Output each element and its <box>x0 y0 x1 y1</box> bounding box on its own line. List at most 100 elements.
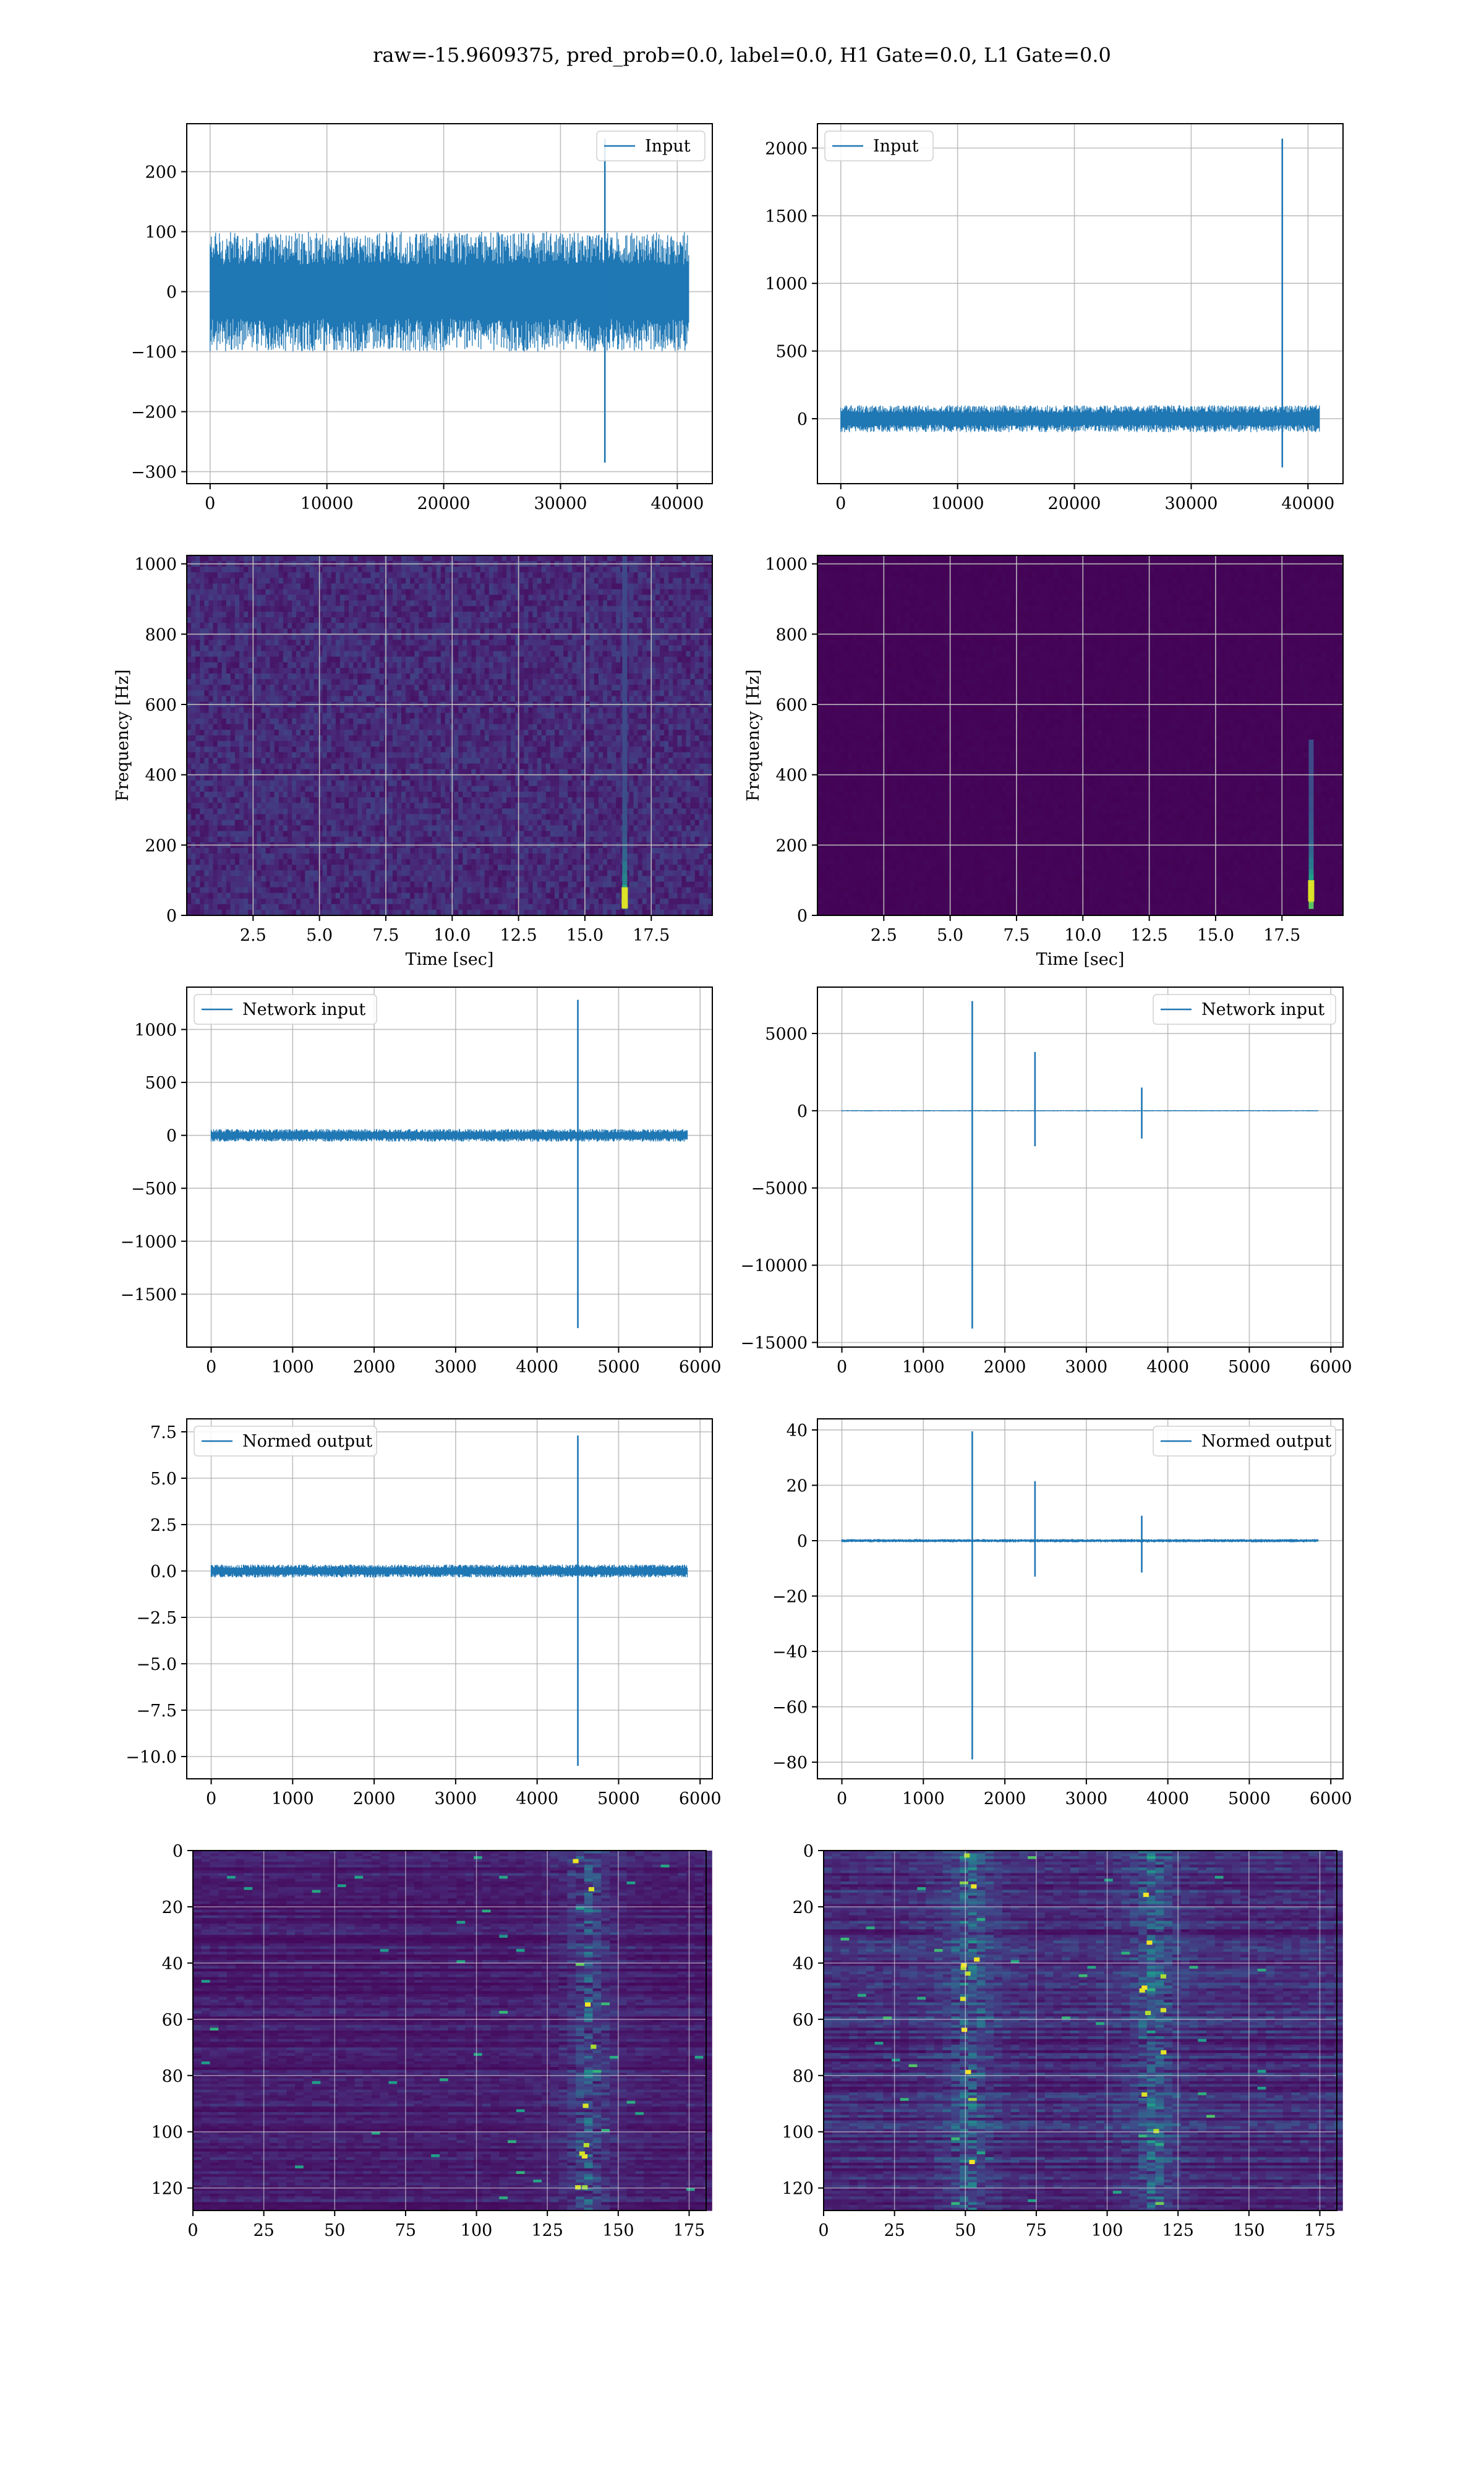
heatmap-cell <box>296 628 301 635</box>
heatmap-cell <box>576 769 582 776</box>
heatmap-cell <box>458 713 463 719</box>
y-tick-label: 1000 <box>765 275 808 294</box>
heatmap-cell <box>318 758 323 764</box>
heatmap-cell <box>607 758 612 764</box>
heatmap-cell <box>191 567 196 573</box>
heatmap-cell <box>633 685 639 691</box>
heatmap-cell <box>283 634 288 640</box>
heatmap-cell <box>598 651 603 657</box>
heatmap-cell <box>581 679 586 685</box>
heatmap-cell <box>646 758 652 764</box>
heatmap-cell <box>668 567 673 573</box>
heatmap-cell <box>488 696 494 703</box>
heatmap-cell <box>406 634 411 640</box>
heatmap-cell <box>370 673 376 680</box>
heatmap-cell <box>357 690 362 696</box>
heatmap-cell <box>270 690 275 696</box>
heatmap-cell <box>278 735 284 742</box>
heatmap-cell <box>221 662 227 669</box>
heatmap-cell <box>480 645 485 652</box>
heatmap-cell <box>550 645 555 652</box>
heatmap-cell <box>221 718 227 725</box>
heatmap-cell <box>707 640 713 646</box>
heatmap-cell <box>221 628 227 635</box>
heatmap-cell <box>493 634 498 640</box>
heatmap-cell <box>681 634 687 640</box>
heatmap-cell <box>607 763 612 770</box>
heatmap-cell <box>537 718 542 725</box>
heatmap-cell <box>537 651 542 657</box>
heatmap-cell <box>650 617 656 623</box>
heatmap-cell <box>502 707 507 714</box>
heatmap-cell <box>432 662 437 669</box>
heatmap-cell <box>502 623 507 629</box>
heatmap-cell <box>545 583 551 590</box>
heatmap-cell <box>537 617 542 623</box>
heatmap-cell <box>642 555 647 562</box>
heatmap-cell <box>331 679 336 685</box>
heatmap-cell <box>436 583 441 590</box>
heatmap-cell <box>690 651 696 657</box>
x-tick-label: 10000 <box>931 494 984 513</box>
heatmap-cell <box>339 606 345 612</box>
heatmap-cell <box>274 589 279 596</box>
heatmap-cell <box>528 690 534 696</box>
heatmap-cell <box>406 583 411 590</box>
heatmap-cell <box>581 617 586 623</box>
heatmap-cell <box>646 645 652 652</box>
heatmap-cell <box>344 713 349 719</box>
heatmap-cell <box>353 640 358 646</box>
heatmap-cell <box>629 696 634 703</box>
heatmap-cell <box>607 656 612 663</box>
heatmap-cell <box>440 752 446 758</box>
heatmap-cell <box>467 594 472 601</box>
heatmap-cell <box>545 600 551 607</box>
heatmap-cell <box>690 600 696 607</box>
heatmap-cell <box>502 769 507 776</box>
heatmap-cell <box>230 707 236 714</box>
heatmap-cell <box>602 718 608 725</box>
heatmap-cell <box>440 555 446 562</box>
heatmap-cell <box>445 656 450 663</box>
heatmap-cell <box>537 572 542 578</box>
heatmap-cell <box>607 600 612 607</box>
heatmap-cell <box>301 718 305 725</box>
heatmap-cell <box>440 729 446 736</box>
heatmap-cell <box>278 651 284 657</box>
heatmap-cell <box>406 774 411 781</box>
heatmap-cell <box>410 589 415 596</box>
heatmap-cell <box>397 741 402 747</box>
heatmap-cell <box>445 724 450 730</box>
heatmap-cell <box>200 606 205 612</box>
heatmap-cell <box>581 578 586 584</box>
heatmap-cell <box>366 645 372 652</box>
heatmap-cell <box>318 724 323 730</box>
heatmap-cell <box>673 685 678 691</box>
heatmap-cell <box>331 656 336 663</box>
heatmap-cell <box>208 583 214 590</box>
heatmap-cell <box>349 685 354 691</box>
heatmap-cell <box>694 583 700 590</box>
heatmap-cell <box>440 713 446 719</box>
heatmap-cell <box>559 623 564 629</box>
heatmap-cell <box>357 640 362 646</box>
heatmap-cell <box>664 640 669 646</box>
heatmap-cell <box>392 634 398 640</box>
heatmap-cell <box>664 673 669 680</box>
heatmap-cell <box>475 594 481 601</box>
heatmap-cell <box>463 752 467 758</box>
heatmap-cell <box>629 594 634 601</box>
heatmap-cell <box>265 696 271 703</box>
heatmap-cell <box>230 572 236 578</box>
heatmap-cell <box>357 769 362 776</box>
heatmap-cell <box>497 718 503 725</box>
heatmap-cell <box>305 741 310 747</box>
heatmap-cell <box>379 583 385 590</box>
heatmap-cell <box>406 741 411 747</box>
heatmap-cell <box>423 656 429 663</box>
heatmap-cell <box>213 572 218 578</box>
heatmap-cell <box>234 780 240 787</box>
heatmap-cell <box>568 617 573 623</box>
heatmap-cell <box>313 763 319 770</box>
axes-frame <box>186 123 713 484</box>
